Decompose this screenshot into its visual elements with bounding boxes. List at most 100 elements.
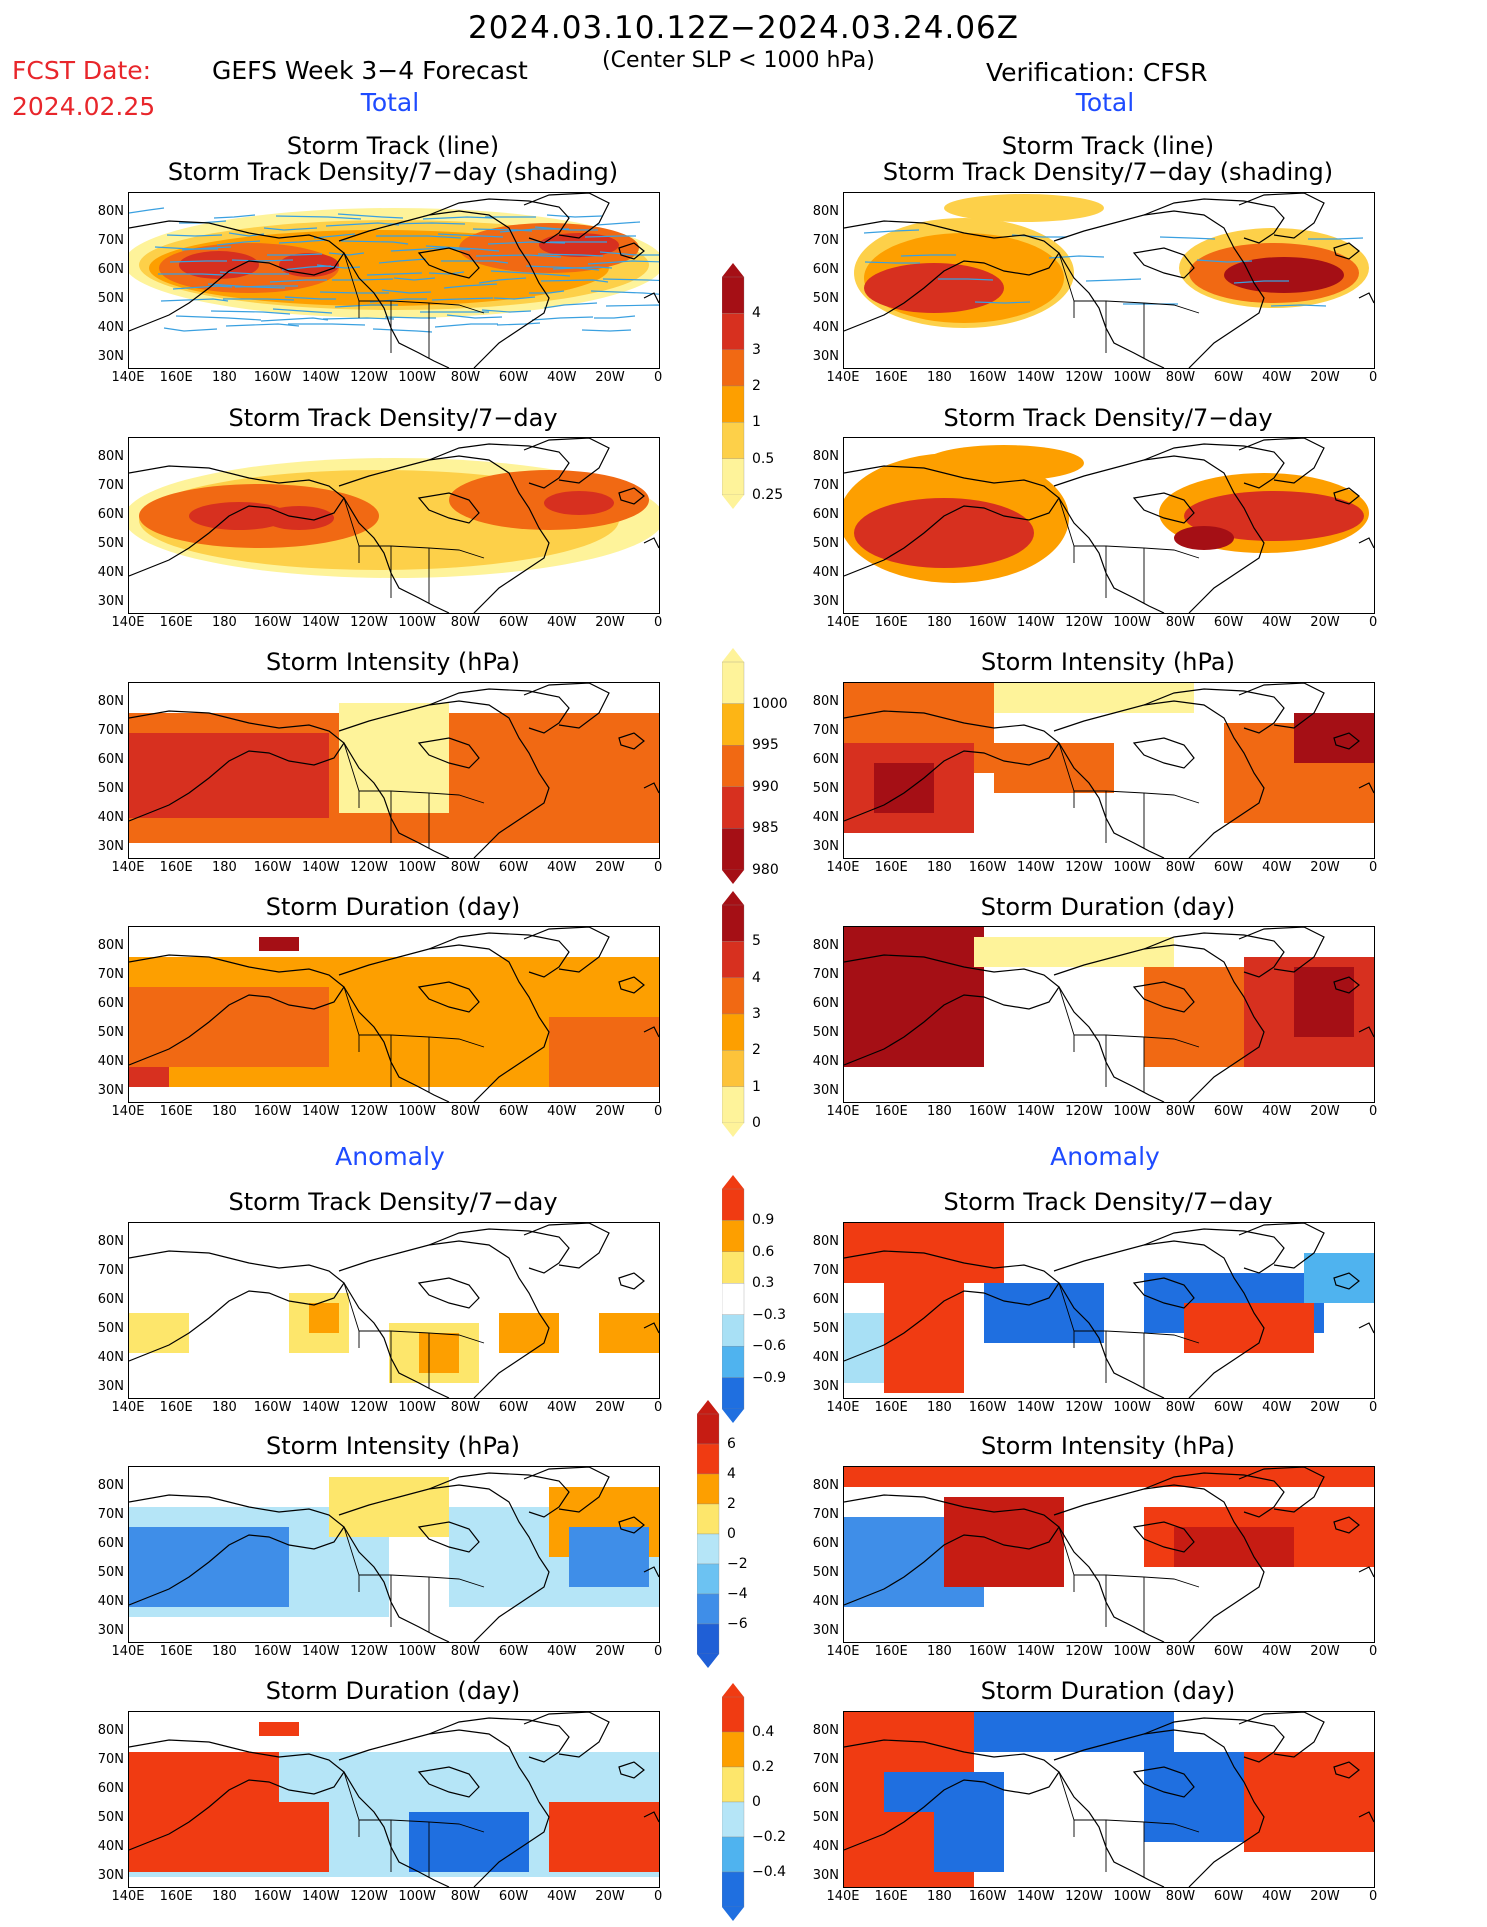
colorbar-label: 4 [752,969,761,986]
lon-tick-label: 180 [926,615,952,630]
lat-tick-label: 60N [812,1292,839,1307]
lon-tick-label: 40W [547,1400,577,1415]
lon-tick-label: 60W [498,370,529,385]
lon-tick-label: 160W [253,1644,292,1659]
lon-tick-label: 0 [654,1889,663,1904]
lon-tick-label: 0 [654,1104,663,1119]
lon-tick-label: 0 [654,1644,663,1659]
lon-tick-label: 80W [450,1400,481,1415]
colorbar-swatch [721,904,745,942]
lat-tick-label: 70N [812,967,839,982]
lon-tick-label: 160E [874,1644,908,1659]
colorbar-intensity: 1000 995 990 985 980 [721,648,802,890]
lat-tick-label: 50N [97,1565,124,1580]
lat-tick-label: 70N [97,967,124,982]
lon-tick-label: 180 [926,1104,952,1119]
lat-tick-label: 40N [812,320,839,335]
lon-tick-label: 20W [1310,370,1340,385]
lat-tick-label: 70N [812,478,839,493]
lat-tick-label: 60N [97,507,124,522]
lon-tick-label: 140W [1016,370,1055,385]
colorbar-label: −2 [727,1556,748,1572]
colorbar-swatch [696,1593,720,1625]
colorbar-swatch [721,1836,745,1873]
colorbar-swatch [696,1533,720,1565]
title-density-left: Storm Track Density/7−day [228,404,558,432]
lat-tick-label: 50N [97,291,124,306]
lon-tick-label: 140E [111,1104,145,1119]
map-density-left [128,437,660,614]
lat-tick-label: 30N [97,349,124,364]
lon-tick-label: 80W [1165,860,1196,875]
forecast-title: GEFS Week 3−4 Forecast [212,56,528,85]
lat-tick-label: 40N [812,810,839,825]
fcst-date-label: FCST Date: [12,56,152,85]
lat-tick-label: 80N [97,1723,124,1738]
lat-tick-label: 50N [97,1025,124,1040]
lon-tick-label: 20W [595,1644,625,1659]
lat-tick-label: 40N [97,810,124,825]
lat-tick-label: 60N [97,1536,124,1551]
colorbar-label: 0.9 [752,1212,775,1229]
map-intensity-left [128,682,660,859]
lon-tick-label: 60W [498,1889,529,1904]
colorbar-label: 4 [727,1466,736,1482]
lat-tick-label: 80N [812,204,839,219]
map-duration-right [843,926,1375,1103]
colorbar-label: 0.5 [752,450,775,467]
colorbar-swatch [721,1314,745,1347]
lon-tick-label: 160E [159,1889,193,1904]
colorbar-label: −0.9 [752,1369,786,1386]
lat-tick-label: 80N [812,1478,839,1493]
lat-tick-label: 60N [97,996,124,1011]
colorbar-label: 2 [727,1496,736,1512]
lon-tick-label: 180 [211,860,237,875]
colorbar-swatch [721,1345,745,1378]
lat-tick-label: 80N [812,449,839,464]
lat-tick-label: 50N [812,1565,839,1580]
colorbar-swatch [721,458,745,496]
lon-tick-label: 120W [350,1644,388,1659]
lon-tick-label: 80W [450,370,481,385]
lat-tick-label: 50N [812,1810,839,1825]
lon-tick-label: 120W [1065,1889,1103,1904]
lon-tick-label: 160W [253,1889,292,1904]
colorbar-label: 990 [752,778,779,795]
colorbar-label: 5 [752,933,761,950]
lon-tick-label: 140W [1016,1644,1055,1659]
colorbar-anom-duration: 0.4 0.2 0 −0.2 −0.4 [721,1683,802,1927]
colorbar-label: 6 [727,1436,736,1452]
lon-tick-label: 0 [1369,1400,1378,1415]
lat-tick-label: 60N [97,262,124,277]
lat-tick-label: 80N [97,1234,124,1249]
title-anom-density-left: Storm Track Density/7−day [228,1188,558,1216]
lat-tick-label: 70N [812,1507,839,1522]
colorbar-label: 3 [752,1006,761,1022]
lon-tick-label: 100W [398,1889,437,1904]
colorbar-label: 2 [752,1042,761,1059]
title-intensity-right: Storm Intensity (hPa) [981,648,1235,676]
lat-tick-label: 30N [97,1868,124,1883]
lon-tick-label: 140E [111,860,145,875]
lat-tick-label: 60N [812,1781,839,1796]
lat-tick-label: 70N [97,723,124,738]
lat-tick-label: 30N [812,1379,839,1394]
colorbar-label: −0.3 [752,1306,786,1323]
lon-tick-label: 140W [1016,1104,1055,1119]
lon-tick-label: 60W [1213,1400,1244,1415]
title-track-shade-right: Storm Track Density/7−day (shading) [882,158,1334,186]
lat-tick-label: 60N [97,752,124,767]
lon-tick-label: 140E [111,615,145,630]
title-density-right: Storm Track Density/7−day [943,404,1273,432]
lat-tick-label: 80N [97,204,124,219]
lat-tick-label: 80N [97,1478,124,1493]
colorbar-label: 0.2 [752,1759,775,1775]
lon-tick-label: 80W [450,1889,481,1904]
lat-tick-label: 60N [812,507,839,522]
lon-tick-label: 160W [968,1644,1007,1659]
colorbar-duration: 5 4 3 2 1 0 [721,891,802,1143]
colorbar-label: 0.25 [752,487,784,503]
lat-tick-label: 40N [812,1054,839,1069]
lon-tick-label: 180 [926,860,952,875]
lat-tick-label: 60N [812,1536,839,1551]
